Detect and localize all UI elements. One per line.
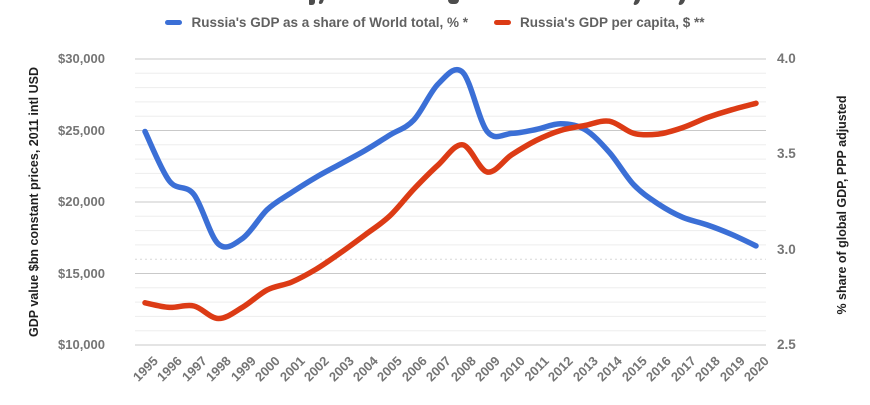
y-axis-left-tick-label: $25,000 (58, 122, 105, 138)
y-axis-right-tick-label: 2.5 (777, 337, 796, 352)
y-axis-right-tick-label: 3.5 (777, 146, 796, 162)
legend-label: Russia's GDP as a share of World total, … (191, 15, 468, 30)
y-axis-right-tick-label: 4.0 (777, 51, 796, 66)
series-line-gdp-per-capita[interactable] (142, 100, 759, 322)
y-axis-left-tick-label: $10,000 (58, 337, 105, 352)
y-axis-left-tick-label: $15,000 (58, 265, 105, 281)
legend-item-gdp-per-capita[interactable]: Russia's GDP per capita, $ ** (494, 15, 705, 30)
y-axis-left-tick-label: $20,000 (58, 194, 105, 209)
clipped-title-fragment (448, 0, 459, 4)
legend-item-gdp-share[interactable]: Russia's GDP as a share of World total, … (165, 15, 468, 30)
legend-swatch-red (494, 20, 511, 25)
y-axis-right-tick-label: 3.0 (777, 241, 796, 257)
legend-label: Russia's GDP per capita, $ ** (520, 15, 705, 30)
y-axis-left-tick-label: $30,000 (58, 51, 105, 66)
series-line-gdp-share[interactable] (142, 66, 759, 250)
chart-legend: Russia's GDP as a share of World total, … (0, 15, 870, 30)
legend-swatch-blue (165, 20, 183, 25)
clipped-title-fragment (309, 0, 315, 5)
